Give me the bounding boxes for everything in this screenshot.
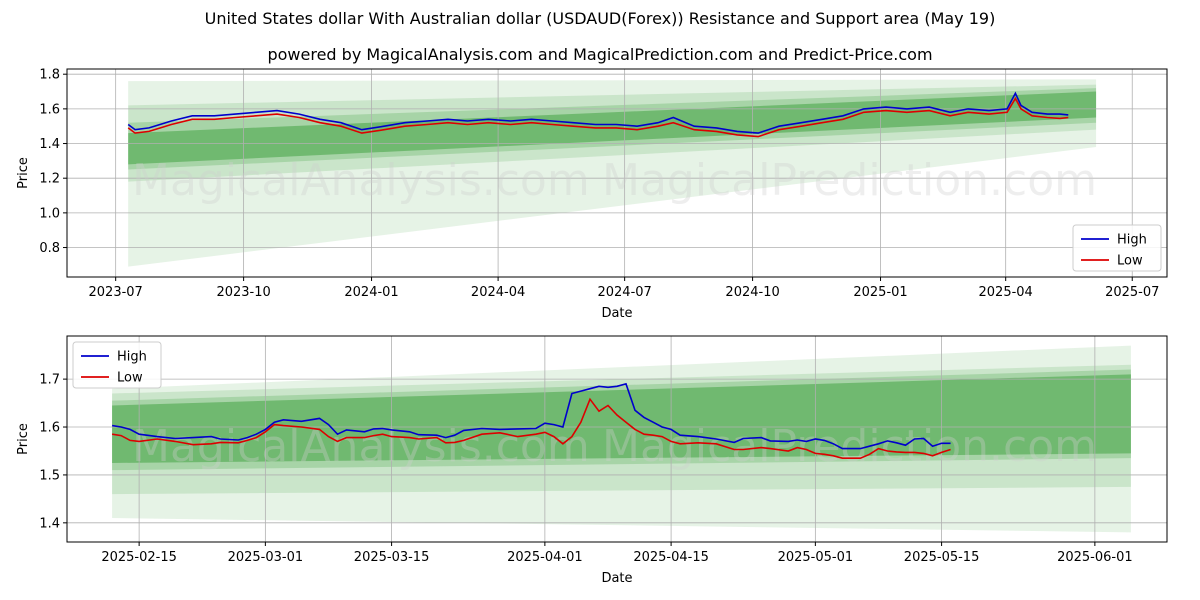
legend-label-low: Low <box>1117 254 1143 269</box>
y-tick-label: 1.4 <box>39 137 60 152</box>
x-tick-label: 2025-03-15 <box>354 550 430 565</box>
y-tick-label: 0.8 <box>39 241 60 256</box>
y-axis-label: Price <box>16 157 31 189</box>
x-tick-label: 2025-01 <box>853 285 907 300</box>
legend: High Low <box>1072 224 1162 272</box>
y-tick-label: 1.4 <box>39 516 60 531</box>
x-tick-label: 2025-06-01 <box>1057 550 1133 565</box>
series-lines <box>127 91 1069 138</box>
chart-panel-1: MagicalAnalysis.com MagicalPrediction.com… <box>16 68 1168 321</box>
x-axis-label: Date <box>601 571 632 586</box>
band-1 <box>112 345 1131 533</box>
chart-title: United States dollar With Australian dol… <box>204 9 996 28</box>
band-1 <box>128 79 1097 267</box>
support-resistance-bands <box>112 345 1131 533</box>
series-lines <box>111 382 951 459</box>
y-tick-label: 1.6 <box>39 421 60 436</box>
x-tick-label: 2025-05-15 <box>904 550 980 565</box>
x-tick-label: 2025-02-15 <box>101 550 177 565</box>
y-tick-label: 1.6 <box>39 102 60 117</box>
legend-label-low: Low <box>117 371 143 386</box>
y-tick-label: 1.5 <box>39 468 60 483</box>
y-tick-label: 1.8 <box>39 68 60 83</box>
y-tick-label: 1.0 <box>39 206 60 221</box>
x-tick-label: 2025-04-15 <box>633 550 709 565</box>
watermark-text: MagicalAnalysis.com <box>132 155 590 206</box>
x-tick-label: 2025-05-01 <box>778 550 854 565</box>
x-tick-label: 2023-10 <box>216 285 270 300</box>
x-axis-label: Date <box>601 306 632 321</box>
legend: High Low <box>72 341 162 389</box>
watermark-text: MagicalPrediction.com <box>602 421 1097 472</box>
x-tick-label: 2024-10 <box>725 285 779 300</box>
x-tick-label: 2025-04 <box>979 285 1033 300</box>
series-line-high <box>111 382 951 450</box>
x-tick-label: 2025-07 <box>1105 285 1159 300</box>
y-tick-label: 1.7 <box>39 373 60 388</box>
series-line-high <box>127 91 1069 134</box>
y-tick-label: 1.2 <box>39 172 60 187</box>
x-tick-label: 2024-04 <box>471 285 525 300</box>
chart-panel-2: MagicalAnalysis.com MagicalPrediction.com… <box>16 335 1168 586</box>
legend-label-high: High <box>117 350 147 365</box>
x-tick-label: 2023-07 <box>89 285 143 300</box>
legend-label-high: High <box>1117 233 1147 248</box>
series-line-low <box>127 96 1069 138</box>
x-tick-label: 2024-01 <box>344 285 398 300</box>
series-line-low <box>111 397 951 459</box>
x-tick-label: 2025-03-01 <box>228 550 304 565</box>
plot-frame <box>66 68 1168 278</box>
x-tick-label: 2024-07 <box>597 285 651 300</box>
watermark-text: MagicalPrediction.com <box>602 155 1097 206</box>
y-axis-label: Price <box>16 423 31 455</box>
x-tick-label: 2025-04-01 <box>507 550 583 565</box>
chart-subtitle: powered by MagicalAnalysis.com and Magic… <box>267 45 933 64</box>
band-3 <box>128 88 1097 170</box>
band-2 <box>112 364 1131 495</box>
plot-frame <box>66 335 1168 543</box>
